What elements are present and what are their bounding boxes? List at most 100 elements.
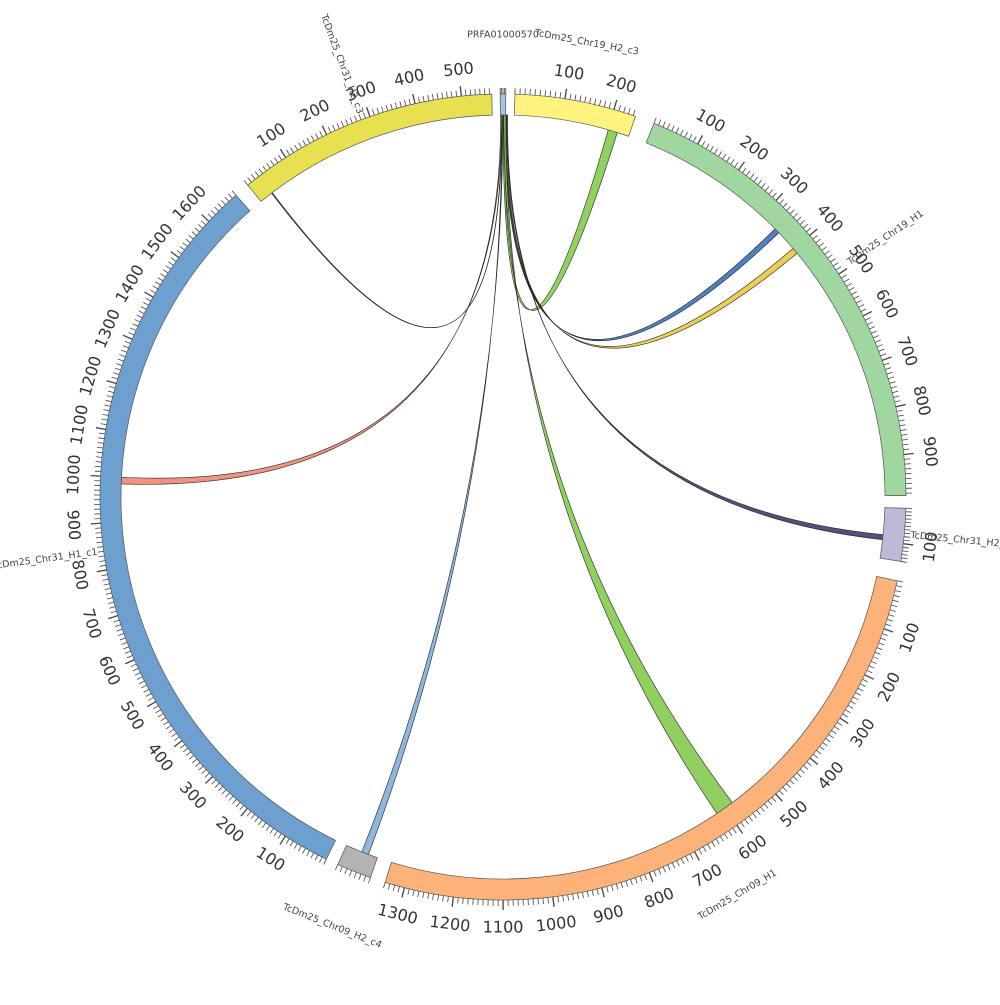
minor-tick <box>121 350 127 352</box>
minor-tick <box>349 871 351 877</box>
minor-tick <box>570 94 571 100</box>
minor-tick <box>198 224 202 228</box>
minor-tick <box>247 811 251 816</box>
minor-tick <box>183 748 188 752</box>
minor-tick <box>388 884 390 890</box>
minor-tick <box>102 419 108 420</box>
minor-tick <box>875 652 881 654</box>
minor-tick <box>195 763 200 767</box>
tick-label: 400 <box>814 758 848 794</box>
minor-tick <box>573 894 574 900</box>
minor-tick <box>901 561 907 562</box>
minor-tick <box>106 593 112 594</box>
minor-tick <box>841 275 846 278</box>
minor-tick <box>853 697 858 700</box>
minor-tick <box>228 194 232 198</box>
minor-tick <box>359 114 361 120</box>
minor-tick <box>879 643 885 645</box>
major-tick <box>123 335 132 339</box>
minor-tick <box>208 214 212 218</box>
tick-label: 600 <box>735 831 771 864</box>
minor-tick <box>120 355 126 357</box>
minor-tick <box>659 869 661 875</box>
segment-name-chr19h1: TcDm25_Chr19_H1 <box>845 208 926 268</box>
minor-tick <box>135 319 140 322</box>
minor-tick <box>319 857 322 862</box>
minor-tick <box>263 166 267 171</box>
minor-tick <box>797 773 801 777</box>
minor-tick <box>563 896 564 902</box>
minor-tick <box>108 391 114 393</box>
minor-tick <box>880 638 886 640</box>
major-tick <box>125 660 134 664</box>
minor-tick <box>393 885 395 891</box>
minor-tick <box>577 893 578 899</box>
major-tick <box>171 252 179 258</box>
minor-tick <box>144 689 149 692</box>
minor-tick <box>324 859 327 864</box>
minor-tick <box>888 615 894 617</box>
minor-tick <box>141 307 146 310</box>
minor-tick <box>186 239 191 243</box>
minor-tick <box>894 595 900 596</box>
minor-tick <box>712 842 715 847</box>
minor-tick <box>786 784 790 788</box>
minor-tick <box>456 91 457 97</box>
minor-tick <box>168 262 173 265</box>
minor-tick <box>413 890 414 896</box>
minor-tick <box>904 540 910 541</box>
minor-tick <box>843 714 848 717</box>
minor-tick <box>680 130 683 135</box>
minor-tick <box>447 92 448 98</box>
minor-tick <box>103 410 109 411</box>
minor-tick <box>160 274 165 277</box>
minor-tick <box>311 136 314 141</box>
minor-tick <box>166 266 171 269</box>
minor-tick <box>538 898 539 904</box>
minor-tick <box>359 874 361 880</box>
minor-tick <box>855 692 860 695</box>
minor-tick <box>166 725 171 728</box>
minor-tick <box>877 647 883 649</box>
minor-tick <box>844 279 849 282</box>
minor-tick <box>847 283 852 286</box>
minor-tick <box>900 425 906 426</box>
minor-tick <box>117 629 123 631</box>
tick-label: 100 <box>553 60 586 83</box>
minor-tick <box>98 443 104 444</box>
major-tick <box>460 86 461 96</box>
minor-tick <box>867 670 872 673</box>
minor-tick <box>898 415 904 416</box>
major-tick <box>322 126 326 135</box>
minor-tick <box>202 770 206 774</box>
minor-tick <box>749 816 753 821</box>
minor-tick <box>560 92 561 98</box>
minor-tick <box>137 677 142 680</box>
minor-tick <box>386 105 388 111</box>
minor-tick <box>689 134 692 139</box>
segment-name-prfa: PRFA01000570 <box>467 30 539 41</box>
minor-tick <box>693 137 696 142</box>
segment-chr31h1c1 <box>100 195 336 859</box>
minor-tick <box>218 204 222 208</box>
tick-label: 1000 <box>63 454 84 496</box>
minor-tick <box>354 872 356 878</box>
link-ribbon-chr31h1c1 <box>121 115 501 484</box>
minor-tick <box>155 282 160 285</box>
minor-tick <box>902 554 908 555</box>
segment-chr31h2c2 <box>880 508 906 562</box>
minor-tick <box>640 876 642 882</box>
minor-tick <box>806 228 811 232</box>
segment-name-chr09h2c4: TcDm25_Chr09_H2_c4 <box>280 901 383 951</box>
minor-tick <box>772 193 776 197</box>
link-ribbon-chr19h1 <box>505 115 779 341</box>
segment-prfa <box>500 94 506 115</box>
tick-label: 1600 <box>168 182 210 225</box>
minor-tick <box>699 849 702 854</box>
minor-tick <box>685 132 688 137</box>
major-tick <box>452 897 453 907</box>
minor-tick <box>720 836 723 841</box>
minor-tick <box>127 655 133 657</box>
minor-tick <box>129 332 134 334</box>
